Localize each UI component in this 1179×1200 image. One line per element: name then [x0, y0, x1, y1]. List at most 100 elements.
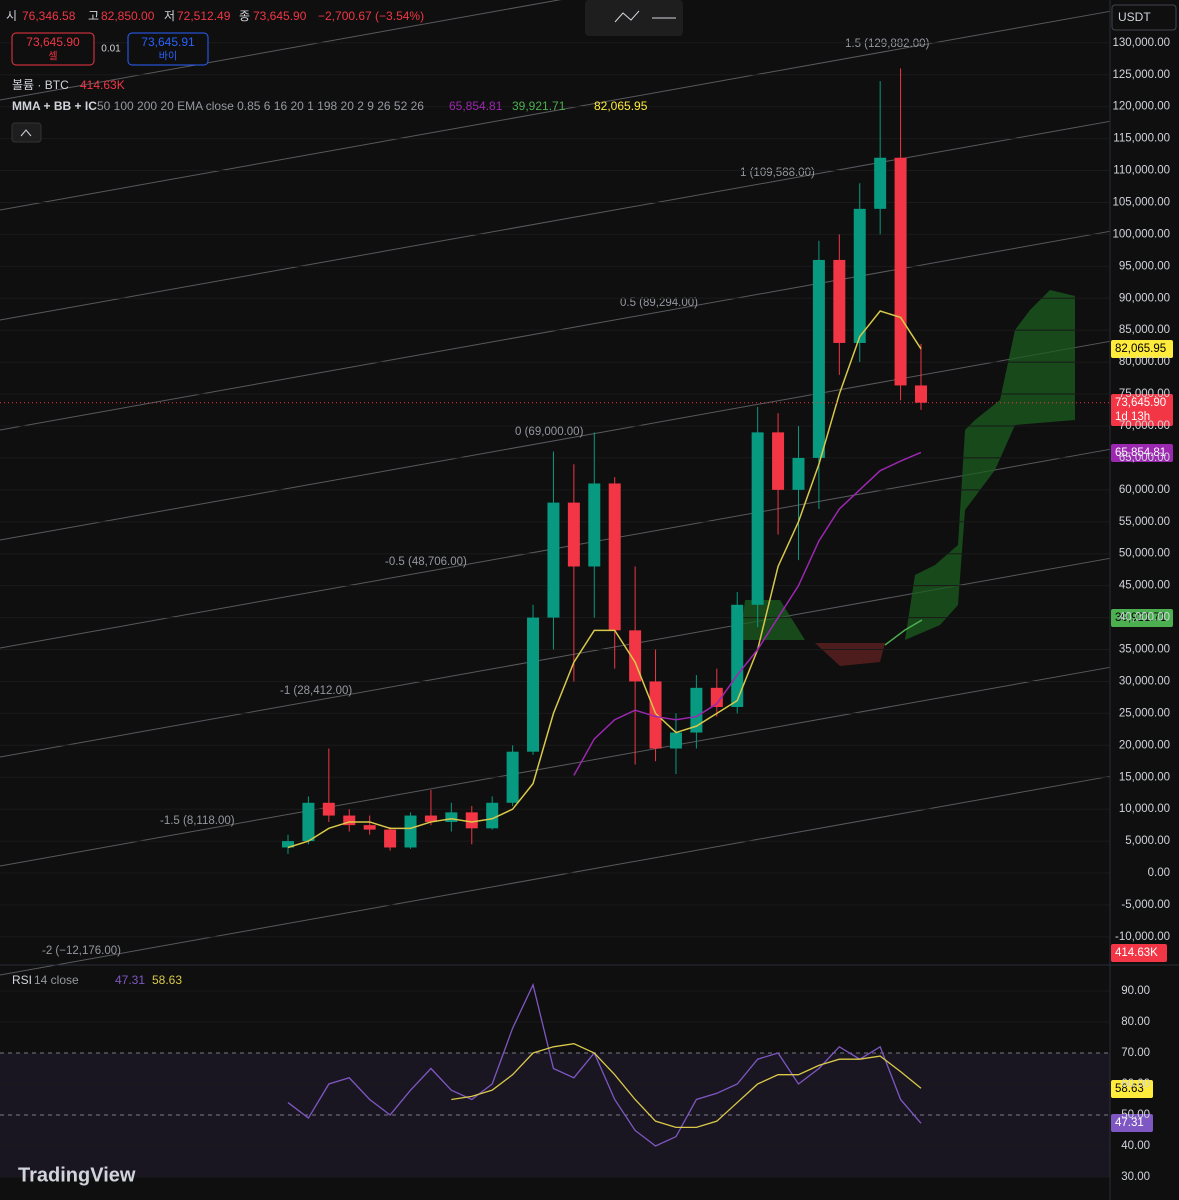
fib-line	[0, 0, 562, 101]
candle-body	[404, 815, 417, 848]
y-tick-label: 110,000.00	[1113, 165, 1170, 177]
volume-title: 볼륨 · BTC	[12, 78, 69, 92]
close-label: 종	[239, 9, 250, 23]
spread: 0.01	[101, 44, 121, 55]
axis-tag	[1111, 444, 1173, 462]
indicator-title: MMA + BB + IC	[12, 99, 97, 113]
buy-button[interactable]: 73,645.91 바이	[127, 32, 209, 66]
axis-tag-text: 58.63	[1115, 1083, 1144, 1095]
candle-body	[751, 432, 764, 605]
fib-label: 0 (69,000.00)	[515, 426, 584, 438]
sell-button[interactable]: 73,645.90 셀	[11, 32, 95, 66]
axis-tags: 82,065.95 73,645.90 1d 13h 65,854.81 39,921.…	[1111, 340, 1173, 1132]
candle-body	[465, 812, 478, 829]
sell-label[interactable]: 셀	[48, 51, 57, 63]
collapse-button[interactable]	[11, 122, 42, 143]
y-tick-label: 115,000.00	[1113, 133, 1170, 145]
indicator-v3: 82,065.95	[594, 99, 648, 113]
y-tick-label: 60,000.00	[1119, 484, 1170, 496]
toolbar-icons	[614, 10, 676, 23]
cloud-green	[740, 290, 1075, 640]
rsi-v1: 47.31	[115, 973, 145, 987]
logo: TradingView	[18, 1164, 136, 1186]
y-tick-label: 130,000.00	[1112, 37, 1170, 49]
candle-body	[833, 259, 846, 343]
fib-label: 1 (109,588.00)	[740, 167, 815, 179]
y-tick-label: 30.00	[1121, 1171, 1150, 1183]
y-tick-label: 0.00	[1148, 867, 1170, 879]
sell-price[interactable]: 73,645.90	[26, 35, 80, 49]
candle-body	[669, 732, 682, 749]
candle-body	[527, 617, 540, 752]
y-tick-label: 40,000.00	[1119, 612, 1170, 624]
indicator-params: 50 100 200 20 EMA close 0.85 6 16 20 1 1…	[97, 99, 424, 113]
fib-label: 0.5 (89,294.00)	[620, 297, 698, 309]
candle-body	[853, 208, 866, 343]
y-tick-label: 85,000.00	[1119, 324, 1170, 336]
candle-body	[486, 802, 499, 829]
axis-tag	[1111, 609, 1173, 627]
rsi-line	[451, 1043, 922, 1129]
sell-box[interactable]	[11, 32, 95, 66]
y-tick-label: 95,000.00	[1119, 260, 1170, 272]
change: −2,700.67 (−3.54%)	[318, 9, 424, 23]
candle-body	[772, 432, 785, 490]
high-label: 고	[88, 9, 99, 23]
currency-select[interactable]	[1111, 4, 1177, 31]
candle-body	[322, 802, 335, 816]
low-label: 저	[164, 9, 175, 23]
fib-label: -2 (−12,176.00)	[42, 945, 121, 957]
candle-body	[915, 385, 927, 403]
candle-body	[363, 825, 376, 830]
fib-line	[0, 120, 1111, 321]
candle-body	[588, 483, 601, 567]
indicator-v2: 39,921.71	[512, 99, 566, 113]
candle-body	[567, 502, 580, 567]
y-tick-label: 20,000.00	[1119, 739, 1170, 751]
collapse-icon	[20, 129, 32, 137]
cloud-red	[815, 643, 885, 666]
candle-body	[343, 815, 356, 826]
y-tick-label: 90,000.00	[1119, 292, 1170, 304]
currency: USDT	[1118, 10, 1151, 24]
fib-label: -1.5 (8,118.00)	[160, 815, 235, 827]
rsi-title: RSI	[12, 973, 32, 987]
plot: 1.5 (129,882.00) 1 (109,588.00) 0.5 (89,29…	[0, 0, 1111, 1178]
candle-body	[874, 157, 887, 209]
y-tick-label: 40.00	[1121, 1140, 1150, 1152]
axis-tag-text: 82,065.95	[1115, 343, 1166, 355]
buy-box[interactable]	[127, 32, 209, 66]
y-tick-label: 75,000.00	[1119, 388, 1170, 400]
y-tick-label: 65,000.00	[1119, 452, 1170, 464]
axis-tag-text: 47.31	[1115, 1117, 1144, 1129]
close: 73,645.90	[253, 9, 307, 23]
rsi-line	[287, 982, 922, 1147]
rsi-v2: 58.63	[152, 973, 182, 987]
buy-price[interactable]: 73,645.91	[141, 35, 195, 49]
axis-tag-text: 65,854.81	[1115, 447, 1166, 459]
buy-label[interactable]: 바이	[159, 51, 177, 63]
candle-body	[302, 802, 315, 842]
fib-label: -0.5 (48,706.00)	[385, 556, 467, 568]
toolbar[interactable]	[585, 0, 683, 36]
y-tick-label: 45,000.00	[1119, 580, 1170, 592]
y-tick-label: 35,000.00	[1119, 644, 1170, 656]
axis-tag-text: 1d 13h	[1115, 411, 1150, 423]
y-tick-label: -10,000.00	[1115, 931, 1170, 943]
y-tick-label: 70.00	[1121, 1047, 1150, 1059]
ohlc-legend: 시 76,346.58 고 82,850.00 저 72,512.49 종 73…	[6, 9, 424, 23]
y-tick-label: 125,000.00	[1112, 69, 1170, 81]
open-label: 시	[6, 9, 17, 23]
high: 82,850.00	[101, 9, 155, 23]
open: 76,346.58	[22, 9, 76, 23]
candle-body	[445, 812, 458, 822]
y-tick-label: 25,000.00	[1119, 707, 1170, 719]
y-tick-label: 15,000.00	[1119, 771, 1170, 783]
y-tick-label: 80.00	[1121, 1016, 1150, 1028]
candle-body	[649, 681, 662, 749]
candle-body	[690, 687, 703, 733]
candle-body	[608, 483, 621, 631]
axis-tag-text: 73,645.90	[1115, 397, 1166, 409]
ma-line	[287, 310, 922, 849]
candle-body	[424, 815, 437, 822]
